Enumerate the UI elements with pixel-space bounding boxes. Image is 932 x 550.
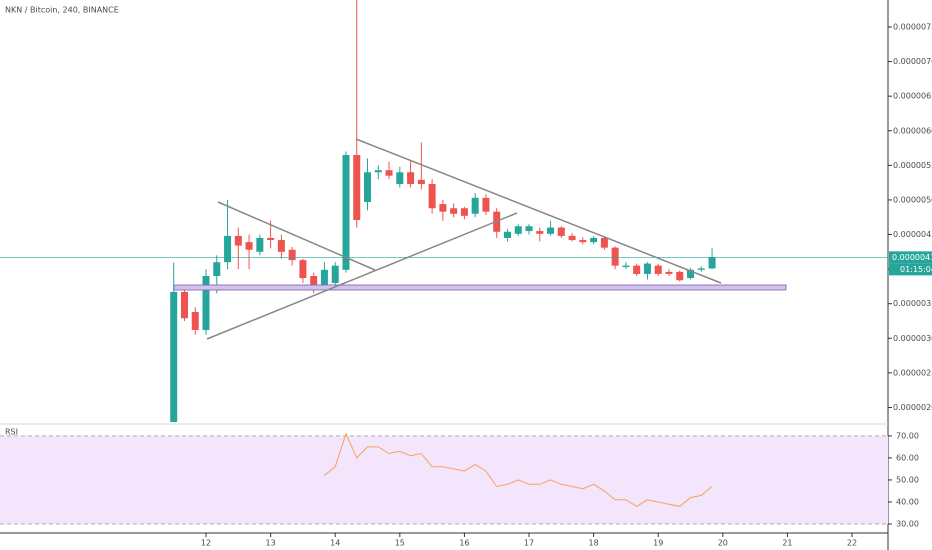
candle-body: [568, 235, 576, 241]
drawings: [173, 138, 787, 340]
candle-body: [277, 240, 285, 252]
candle-body: [600, 237, 608, 248]
rsi-y-tick-label: 40.00: [896, 497, 919, 506]
rsi-y-tick-label: 60.00: [896, 453, 919, 462]
candle-body: [288, 249, 296, 261]
candle-body: [385, 170, 393, 176]
candle-body: [320, 269, 328, 286]
y-tick-label: 0.00000700: [893, 57, 932, 66]
axes: 0.00000200 0.00000250 0.00000300 0.00000350…: [201, 22, 932, 548]
candle-body: [417, 179, 425, 185]
y-tick-label: 0.00000500: [893, 195, 932, 204]
candle-body: [654, 265, 662, 274]
x-tick-label: 18: [589, 539, 599, 548]
candle-body: [450, 208, 458, 214]
x-tick-label: 22: [847, 539, 857, 548]
candle-body: [643, 263, 651, 274]
x-tick-label: 21: [782, 539, 792, 548]
candle-body: [364, 172, 372, 203]
y-tick-label: 0.00000750: [893, 22, 932, 31]
candle-body: [213, 262, 221, 277]
x-tick-label: 17: [524, 539, 534, 548]
y-tick-label: 0.00000650: [893, 92, 932, 101]
candle-body: [439, 204, 447, 212]
candle-body: [267, 237, 275, 241]
y-tick-label: 0.00000300: [893, 334, 932, 343]
candle-body: [396, 172, 404, 185]
candle-body: [697, 268, 705, 270]
y-tick-label: 0.00000450: [893, 230, 932, 239]
candle-body: [482, 197, 490, 212]
candle-body: [374, 170, 382, 173]
x-tick-label: 19: [653, 539, 663, 548]
rsi-title: RSI: [5, 428, 18, 437]
x-tick-label: 15: [395, 539, 405, 548]
trend-line: [206, 212, 518, 340]
main-pane: [0, 0, 888, 422]
candle-body: [557, 227, 565, 236]
x-tick-label: 12: [201, 539, 211, 548]
candle-body: [342, 154, 350, 270]
x-tick-label: 16: [459, 539, 469, 548]
candle-body: [676, 271, 684, 281]
y-tick-label: 0.00000350: [893, 299, 932, 308]
candle-body: [536, 231, 544, 234]
y-tick-label: 0.00000250: [893, 368, 932, 377]
x-tick-label: 20: [718, 539, 728, 548]
candle-body: [234, 235, 242, 246]
candle-body: [299, 260, 307, 279]
x-tick-label: 14: [330, 539, 340, 548]
candle-body: [180, 291, 188, 319]
support-zone: [173, 284, 787, 291]
candle-body: [665, 271, 673, 274]
rsi-pane: [0, 432, 888, 525]
countdown-label: 01:15:04: [900, 265, 932, 274]
rsi-band: [0, 435, 888, 524]
candle-body: [428, 184, 436, 209]
candle-body: [471, 197, 479, 214]
candle-body: [191, 312, 199, 330]
candle-body: [514, 226, 522, 234]
candle-body: [687, 269, 695, 279]
candle-body: [256, 237, 264, 252]
chart-title: NKN / Bitcoin, 240, BINANCE: [5, 6, 119, 15]
candle-body: [633, 265, 641, 274]
candle-body: [590, 237, 598, 243]
candle-body: [331, 265, 339, 283]
candle-body: [353, 154, 361, 220]
candle-body: [245, 242, 253, 250]
candle-body: [547, 227, 555, 234]
candle-body: [611, 247, 619, 266]
y-tick-label: 0.00000600: [893, 126, 932, 135]
trend-line: [355, 138, 722, 284]
x-tick-label: 13: [266, 539, 276, 548]
candle-body: [579, 240, 587, 243]
countdown-box: [889, 263, 932, 276]
y-tick-label: 0.00000200: [893, 403, 932, 412]
last-price-label: 0.00000417: [892, 253, 932, 262]
rsi-y-tick-label: 70.00: [896, 431, 919, 440]
trend-line: [217, 201, 376, 271]
candle-body: [622, 265, 630, 268]
rsi-y-tick-label: 50.00: [896, 475, 919, 484]
y-tick-label: 0.00000550: [893, 161, 932, 170]
candle-body: [407, 172, 415, 185]
candle-body: [202, 276, 210, 330]
candle-body: [708, 257, 716, 269]
candle-body: [460, 208, 468, 216]
rsi-y-tick-label: 30.00: [896, 519, 919, 528]
candle-body: [310, 276, 318, 290]
rsi-line: [324, 432, 713, 507]
candle-body: [503, 231, 511, 238]
candle-body: [224, 235, 232, 263]
last-price-box: [889, 251, 932, 264]
candle-body: [525, 226, 533, 232]
candle-body: [170, 291, 178, 422]
